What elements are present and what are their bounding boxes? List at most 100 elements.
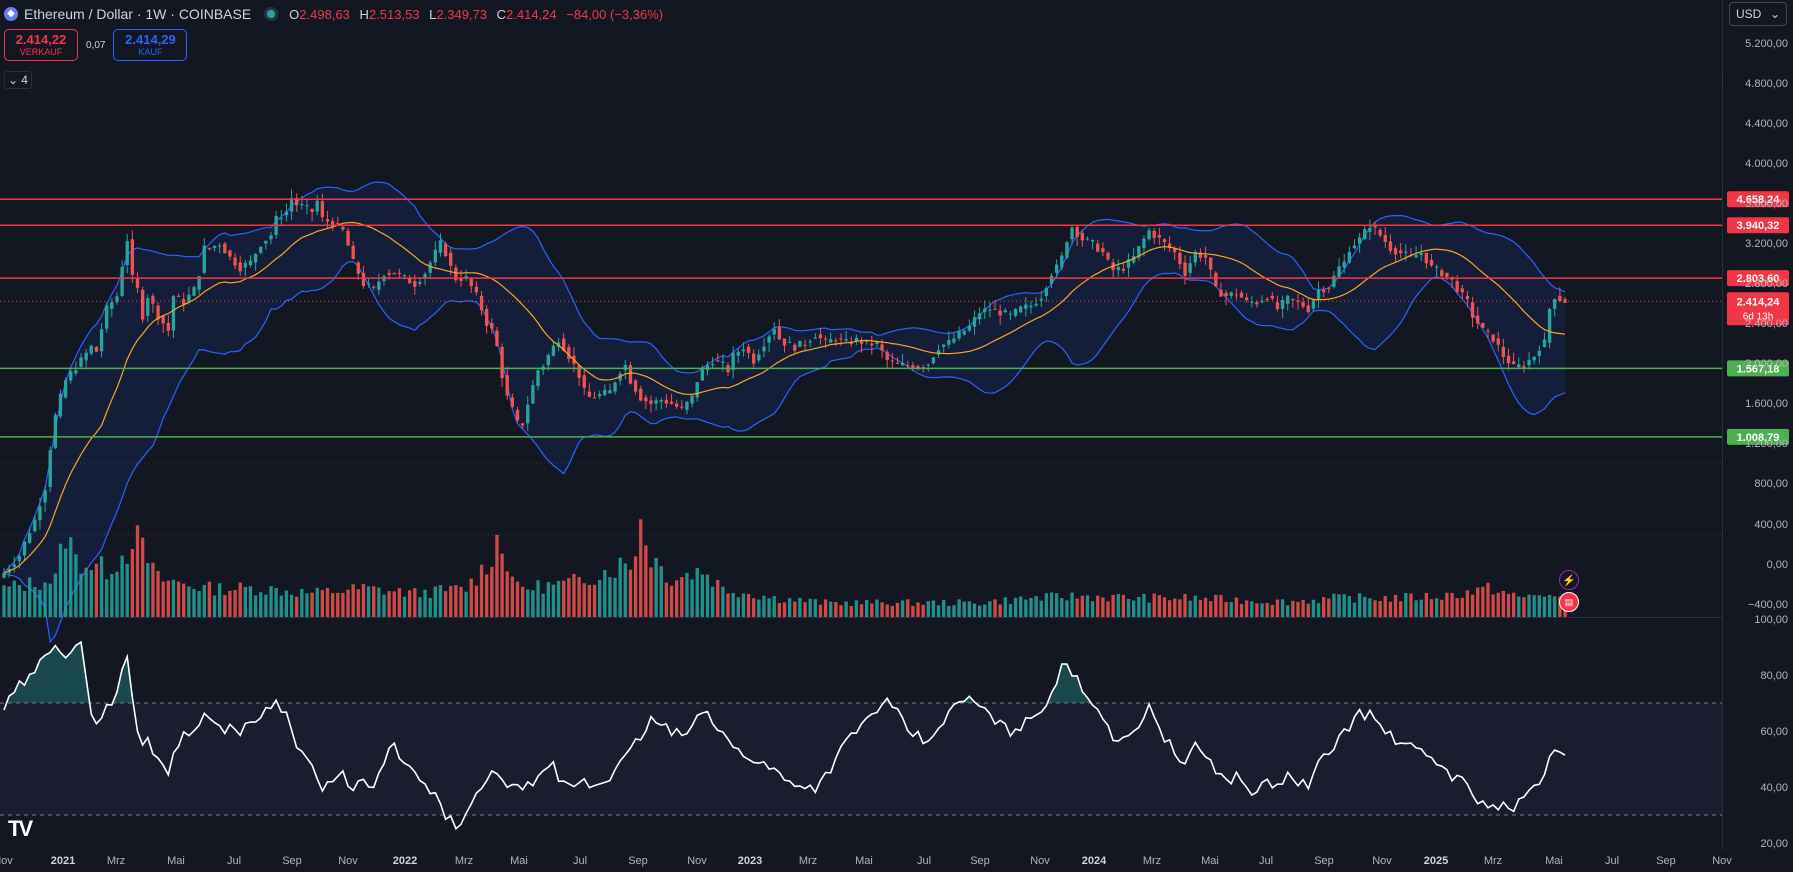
candle-body <box>1393 248 1398 255</box>
volume-bar <box>464 591 468 617</box>
candle <box>171 294 176 339</box>
time-axis-label: Mai <box>1201 855 1219 867</box>
candle <box>844 330 848 343</box>
candle <box>695 382 699 402</box>
candle <box>649 395 653 413</box>
candle-body <box>264 240 268 244</box>
volume-bar <box>1044 593 1049 617</box>
candle-body <box>1167 243 1172 249</box>
volume-bar <box>972 603 977 617</box>
candle <box>767 334 771 352</box>
candle-body <box>1311 300 1316 309</box>
candle <box>69 368 73 384</box>
currency-select[interactable]: USD ⌄ <box>1729 2 1787 26</box>
price-axis-tick: 4.800,00 <box>1745 78 1788 90</box>
candle <box>1388 234 1393 255</box>
candle-body <box>1429 259 1434 266</box>
us-flag-icon[interactable]: ▤ <box>1559 592 1579 612</box>
candle-body <box>1347 251 1352 263</box>
candle <box>1065 241 1069 260</box>
candle <box>1511 352 1516 365</box>
time-axis-label: Sep <box>628 855 648 867</box>
volume-bar <box>900 600 905 617</box>
candle <box>644 394 648 409</box>
volume-bar <box>603 569 607 617</box>
candle <box>233 253 237 270</box>
volume-bar <box>597 579 602 617</box>
volume-bar <box>1476 587 1480 617</box>
volume-bar <box>377 587 381 617</box>
volume-bar <box>1445 592 1449 617</box>
volume-bar <box>110 574 114 617</box>
candle-body <box>1126 259 1131 268</box>
candle-body <box>772 328 776 335</box>
volume-bar <box>721 586 725 617</box>
candle <box>202 237 206 275</box>
candle-body <box>844 339 848 341</box>
candle-body <box>834 340 838 342</box>
candle <box>772 322 776 341</box>
trade-panel: 2.414,22 VERKAUF 0,07 2.414,29 KAUF <box>4 29 188 61</box>
candle-body <box>253 253 258 263</box>
lightning-icon[interactable]: ⚡ <box>1559 570 1579 590</box>
candle <box>1147 227 1151 241</box>
sell-button[interactable]: 2.414,22 VERKAUF <box>4 29 78 61</box>
volume-bar <box>1553 596 1557 617</box>
candle-body <box>279 218 283 220</box>
candle-body <box>669 401 674 404</box>
candle-body <box>1476 315 1480 324</box>
indicators-toggle[interactable]: ⌄ 4 <box>4 71 32 89</box>
candle-body <box>700 368 705 381</box>
candle-body <box>1193 251 1197 263</box>
candle <box>1368 219 1372 241</box>
volume-bar <box>397 588 402 617</box>
candle <box>1024 297 1028 317</box>
volume-bar <box>140 537 145 617</box>
volume-bar <box>1419 599 1423 617</box>
volume-bar <box>613 577 617 617</box>
volume-bar <box>726 593 730 617</box>
candle <box>1311 298 1316 312</box>
candle <box>900 354 905 367</box>
candle-body <box>587 391 592 397</box>
candle-body <box>782 338 787 346</box>
candle-body <box>289 198 294 212</box>
volume-bar <box>351 584 355 617</box>
candle <box>1039 291 1043 307</box>
volume-bar <box>1414 600 1418 617</box>
buy-button[interactable]: 2.414,29 KAUF <box>113 29 188 61</box>
volume-bar <box>474 585 479 617</box>
volume-bar <box>1522 597 1526 617</box>
candle-body <box>1522 366 1526 368</box>
candle <box>515 406 520 423</box>
volume-bar <box>387 591 391 617</box>
candle <box>130 230 135 283</box>
candle <box>176 293 181 297</box>
price-axis-tick: 2.000,00 <box>1745 358 1788 370</box>
volume-bar <box>454 585 458 617</box>
candle-body <box>1342 261 1346 268</box>
volume-bar <box>752 598 756 617</box>
volume-bar <box>1013 597 1018 617</box>
candle-body <box>223 243 227 254</box>
symbol-title[interactable]: Ethereum / Dollar · 1W · COINBASE <box>24 6 252 22</box>
candle-body <box>1116 266 1120 271</box>
candle-body <box>680 406 684 408</box>
price-axis-tick: 2.800,00 <box>1745 278 1788 290</box>
candle <box>597 390 602 400</box>
volume-bar <box>1224 602 1228 617</box>
volume-bar <box>1280 599 1285 617</box>
candle-body <box>120 267 124 296</box>
volume-bar <box>520 586 525 617</box>
candle-body <box>1054 264 1059 273</box>
candle <box>782 338 787 353</box>
candle-body <box>1434 266 1439 268</box>
level-label: 1.008,79 <box>1737 432 1780 444</box>
volume-bar <box>813 599 817 617</box>
candle-body <box>510 397 515 408</box>
candle <box>731 346 735 379</box>
candle <box>623 360 627 380</box>
volume-bar <box>336 592 340 617</box>
volume-bar <box>864 600 869 617</box>
